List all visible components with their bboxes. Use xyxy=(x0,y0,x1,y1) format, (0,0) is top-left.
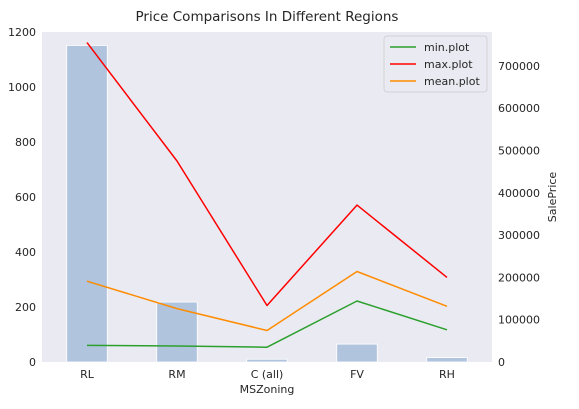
right-y-tick-label: 400000 xyxy=(498,187,540,200)
right-y-ticks: 0 100000 200000 300000 400000 500000 600000 700… xyxy=(498,60,540,369)
bar-rh xyxy=(426,357,468,363)
left-y-tick-label: 600 xyxy=(15,191,36,204)
left-y-ticks: 0 200 400 600 800 1000 1200 xyxy=(8,26,36,369)
legend-label: min.plot xyxy=(424,41,470,54)
series-line-mean-plot xyxy=(86,270,448,332)
right-y-tick-label: 700000 xyxy=(498,60,540,73)
x-axis-label: MSZoning xyxy=(240,383,295,396)
x-tick-label: RL xyxy=(80,368,95,381)
left-y-tick-label: 1200 xyxy=(8,26,36,39)
x-tick-label: RM xyxy=(168,368,185,381)
right-y-tick-label: 0 xyxy=(498,356,505,369)
bar-fv xyxy=(336,343,378,363)
right-y-tick-label: 300000 xyxy=(498,229,540,242)
left-y-tick-label: 800 xyxy=(15,136,36,149)
bar-c-all- xyxy=(246,358,288,363)
legend-label: max.plot xyxy=(424,58,473,71)
lines-group xyxy=(86,42,448,348)
right-y-tick-label: 100000 xyxy=(498,314,540,327)
left-y-tick-label: 0 xyxy=(29,356,36,369)
right-y-tick-label: 200000 xyxy=(498,271,540,284)
x-tick-label: C (all) xyxy=(251,368,284,381)
bars-group xyxy=(66,45,468,363)
x-tick-label: RH xyxy=(439,368,455,381)
chart-title: Price Comparisons In Different Regions xyxy=(136,9,399,25)
legend-box xyxy=(383,35,488,93)
right-y-tick-label: 600000 xyxy=(498,102,540,115)
right-y-tick-label: 500000 xyxy=(498,144,540,157)
left-y-tick-label: 200 xyxy=(15,301,36,314)
left-y-tick-label: 400 xyxy=(15,246,36,259)
series-line-min-plot xyxy=(86,300,448,348)
bar-rl xyxy=(66,45,108,363)
legend-label: mean.plot xyxy=(424,75,480,88)
bar-rm xyxy=(156,301,198,363)
x-tick-label: FV xyxy=(350,368,364,381)
right-y-axis-label: SalePrice xyxy=(546,172,559,223)
legend: min.plot max.plot mean.plot xyxy=(383,35,488,93)
series-line-max-plot xyxy=(86,42,448,307)
x-ticks: RL RM C (all) FV RH xyxy=(80,368,455,381)
left-y-tick-label: 1000 xyxy=(8,81,36,94)
